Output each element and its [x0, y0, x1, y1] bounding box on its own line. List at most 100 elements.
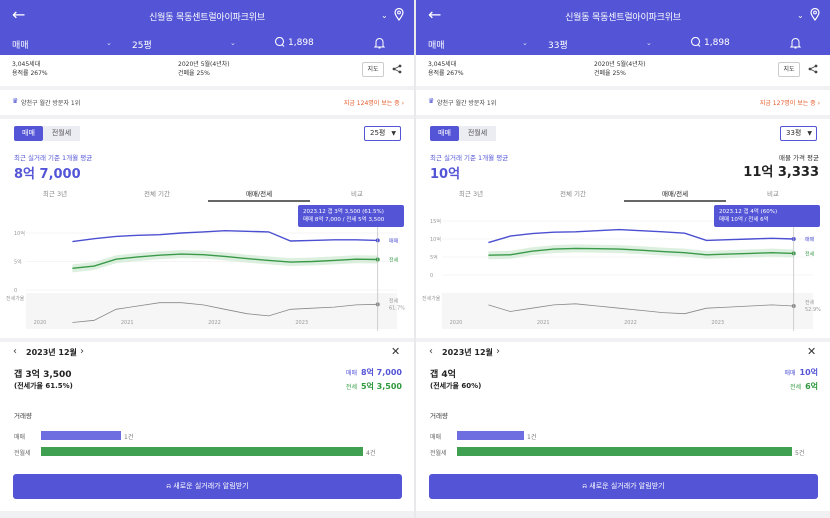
close-icon[interactable]: ✕ [807, 345, 817, 358]
tooltip-gap: 2023.12 갭 4억 (60%) [719, 209, 778, 215]
info-block-right: 2020년 5월(4년차) 건폐율 25% [594, 60, 646, 78]
series-line-sale [72, 229, 378, 243]
series-end-label: 매매 [805, 236, 815, 243]
share-icon[interactable] [808, 64, 818, 74]
period-tabs: 최근 3년 전체 기간 매매/전세 비교 [416, 183, 830, 203]
built-date-text: 2020년 5월(4년차) [594, 61, 646, 68]
y-tick-label: 5억 [430, 254, 438, 261]
location-pin-icon[interactable] [810, 8, 820, 21]
toggle-rent[interactable]: 전월세 [43, 126, 80, 141]
sale-price-detail: 매매 10억 [784, 368, 818, 377]
chevron-down-icon[interactable]: ⌄ [522, 39, 528, 47]
tab-all-period[interactable]: 전체 기간 [560, 190, 586, 198]
volume-label-rent: 전월세 [14, 450, 31, 457]
chevron-down-icon[interactable]: ⌄ [106, 39, 112, 47]
map-button[interactable]: 지도 [778, 62, 800, 77]
location-pin-icon[interactable] [394, 8, 404, 21]
filter-bar: 매매 ⌄ 25평 ⌄ 1,898 [0, 32, 414, 55]
tooltip-prices: 매매 8억 7,000 / 전세 5억 3,500 [303, 217, 385, 223]
crown-icon: ♛ [12, 97, 19, 105]
chevron-down-icon[interactable]: ⌄ [230, 39, 236, 47]
tab-recent-3y[interactable]: 최근 3년 [42, 190, 68, 198]
chevron-down-icon[interactable]: ⌄ [381, 11, 388, 20]
y-tick-label: 0 [14, 288, 17, 294]
prev-month-icon[interactable]: ‹ [429, 346, 433, 357]
crown-icon: ♛ [428, 97, 435, 105]
visitor-rank-text: 양천구 월간 방문자 1위 [437, 100, 497, 107]
trade-type-select[interactable]: 매매 [428, 41, 445, 51]
chart-tooltip: 2023.12 갭 3억 3,500 (61.5%) 매매 8억 7,000 /… [298, 205, 404, 227]
back-arrow-icon[interactable]: ← [12, 5, 26, 24]
prev-month-icon[interactable]: ‹ [13, 346, 17, 357]
sale-price-detail: 매매 8억 7,000 [345, 368, 402, 377]
tab-sale-jeonse[interactable]: 매매/전세 [661, 190, 689, 198]
size-filter-select[interactable]: 33평 [548, 41, 568, 51]
section-divider [0, 115, 414, 119]
tab-recent-3y[interactable]: 최근 3년 [458, 190, 484, 198]
share-icon[interactable] [392, 64, 402, 74]
series-end-label: 52.9% [805, 307, 821, 313]
volume-title: 거래량 [430, 412, 448, 420]
caret-down-icon: ▼ [807, 130, 812, 137]
tab-sale-jeonse[interactable]: 매매/전세 [245, 190, 273, 198]
toggle-sale[interactable]: 매매 [430, 126, 459, 141]
selected-month: 2023년 12월 [442, 348, 493, 357]
section-divider [0, 86, 414, 90]
volume-title: 거래량 [14, 412, 32, 420]
section-divider [416, 338, 830, 342]
comment-count[interactable]: 1,898 [288, 38, 314, 48]
page-title: 신월동 목동센트럴아이파크위브 [565, 13, 681, 23]
section-divider [0, 338, 414, 342]
size-select[interactable]: 25평 ▼ [364, 126, 401, 141]
y-tick-label: 10억 [14, 230, 25, 237]
toggle-sale[interactable]: 매매 [14, 126, 43, 141]
bell-icon[interactable] [374, 37, 385, 49]
tab-compare[interactable]: 비교 [351, 190, 363, 198]
section-divider [416, 115, 830, 119]
tooltip-gap: 2023.12 갭 3억 3,500 (61.5%) [303, 209, 384, 215]
page-title: 신월동 목동센트럴아이파크위브 [149, 13, 265, 23]
next-month-icon[interactable]: › [80, 346, 84, 357]
volume-count-rent: 4건 [366, 450, 376, 457]
volume-bar-sale [41, 431, 121, 440]
price-alert-button[interactable]: ⍾ 새로운 실거래가 알림받기 [429, 474, 818, 499]
y-tick-label: 15억 [430, 218, 441, 225]
built-date-text: 2020년 5월(4년차) [178, 61, 230, 68]
series-line-jeonse [72, 253, 378, 269]
volume-bar-rent [41, 447, 363, 456]
comment-icon[interactable] [690, 37, 701, 47]
gap-value: 갭 4억 [430, 370, 456, 380]
next-month-icon[interactable]: › [496, 346, 500, 357]
section-divider [416, 86, 830, 90]
size-filter-select[interactable]: 25평 [132, 41, 152, 51]
series-end-label: 전세 [805, 299, 815, 306]
toggle-rent[interactable]: 전월세 [459, 126, 496, 141]
bottom-divider [416, 511, 830, 518]
price-alert-button[interactable]: ⍾ 새로운 실거래가 알림받기 [13, 474, 402, 499]
volume-label-sale: 매매 [430, 434, 442, 441]
trade-toggle: 매매 전월세 [14, 126, 80, 141]
bell-icon[interactable] [790, 37, 801, 49]
comment-count[interactable]: 1,898 [704, 38, 730, 48]
tab-compare[interactable]: 비교 [767, 190, 779, 198]
tab-all-period[interactable]: 전체 기간 [144, 190, 170, 198]
close-icon[interactable]: ✕ [391, 345, 401, 358]
panel-left: ← 신월동 목동센트럴아이파크위브 ⌄ 매매 ⌄ 25평 ⌄ 1,898 3,0… [0, 0, 414, 518]
x-tick-label: 2021 [537, 320, 550, 326]
avg-label: 최근 실거래 기준 1개월 평균 [430, 154, 509, 162]
back-arrow-icon[interactable]: ← [428, 5, 442, 24]
visitor-banner[interactable]: ♛ 양천구 월간 방문자 1위 지금 127명이 보는 중 › [416, 92, 830, 112]
chevron-down-icon[interactable]: ⌄ [646, 39, 652, 47]
volume-label-sale: 매매 [14, 434, 26, 441]
size-select[interactable]: 33평 ▼ [780, 126, 817, 141]
floor-area-ratio-text: 용적률 267% [12, 70, 48, 77]
coverage-text: 건폐율 25% [178, 70, 210, 77]
trade-type-select[interactable]: 매매 [12, 41, 29, 51]
chevron-down-icon[interactable]: ⌄ [797, 11, 804, 20]
visitor-banner[interactable]: ♛ 양천구 월간 방문자 1위 지금 124명이 보는 중 › [0, 92, 414, 112]
comment-icon[interactable] [274, 37, 285, 47]
map-button[interactable]: 지도 [362, 62, 384, 77]
x-tick-label: 2020 [450, 320, 463, 326]
